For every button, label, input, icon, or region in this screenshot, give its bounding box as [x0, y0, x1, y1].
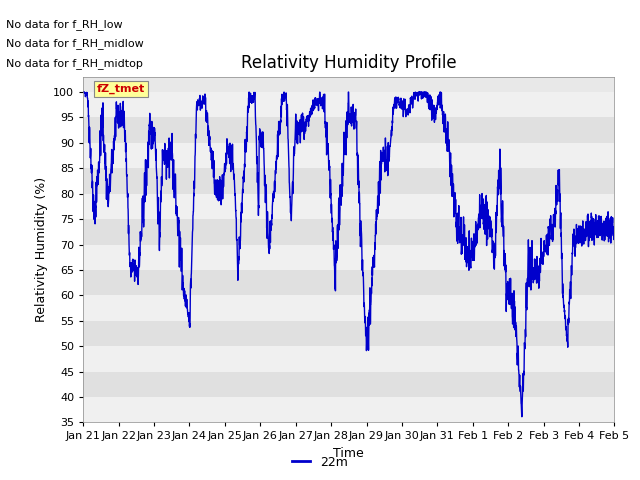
Y-axis label: Relativity Humidity (%): Relativity Humidity (%)	[35, 177, 47, 322]
Bar	[83, 219, 614, 244]
Bar	[83, 295, 614, 321]
Bar	[83, 143, 614, 168]
Title: Relativity Humidity Profile: Relativity Humidity Profile	[241, 54, 456, 72]
Text: No data for f_RH_midtop: No data for f_RH_midtop	[6, 58, 143, 69]
Bar	[83, 397, 614, 422]
Bar	[83, 92, 614, 118]
Text: No data for f_RH_low: No data for f_RH_low	[6, 19, 123, 30]
Bar	[83, 321, 614, 346]
X-axis label: Time: Time	[333, 447, 364, 460]
Legend: 22m: 22m	[287, 451, 353, 474]
Bar	[83, 270, 614, 295]
Text: fZ_tmet: fZ_tmet	[97, 84, 145, 94]
Bar	[83, 372, 614, 397]
Text: No data for f_RH_midlow: No data for f_RH_midlow	[6, 38, 144, 49]
Bar	[83, 168, 614, 194]
Bar	[83, 194, 614, 219]
Bar	[83, 118, 614, 143]
Bar	[83, 244, 614, 270]
Bar	[83, 346, 614, 372]
